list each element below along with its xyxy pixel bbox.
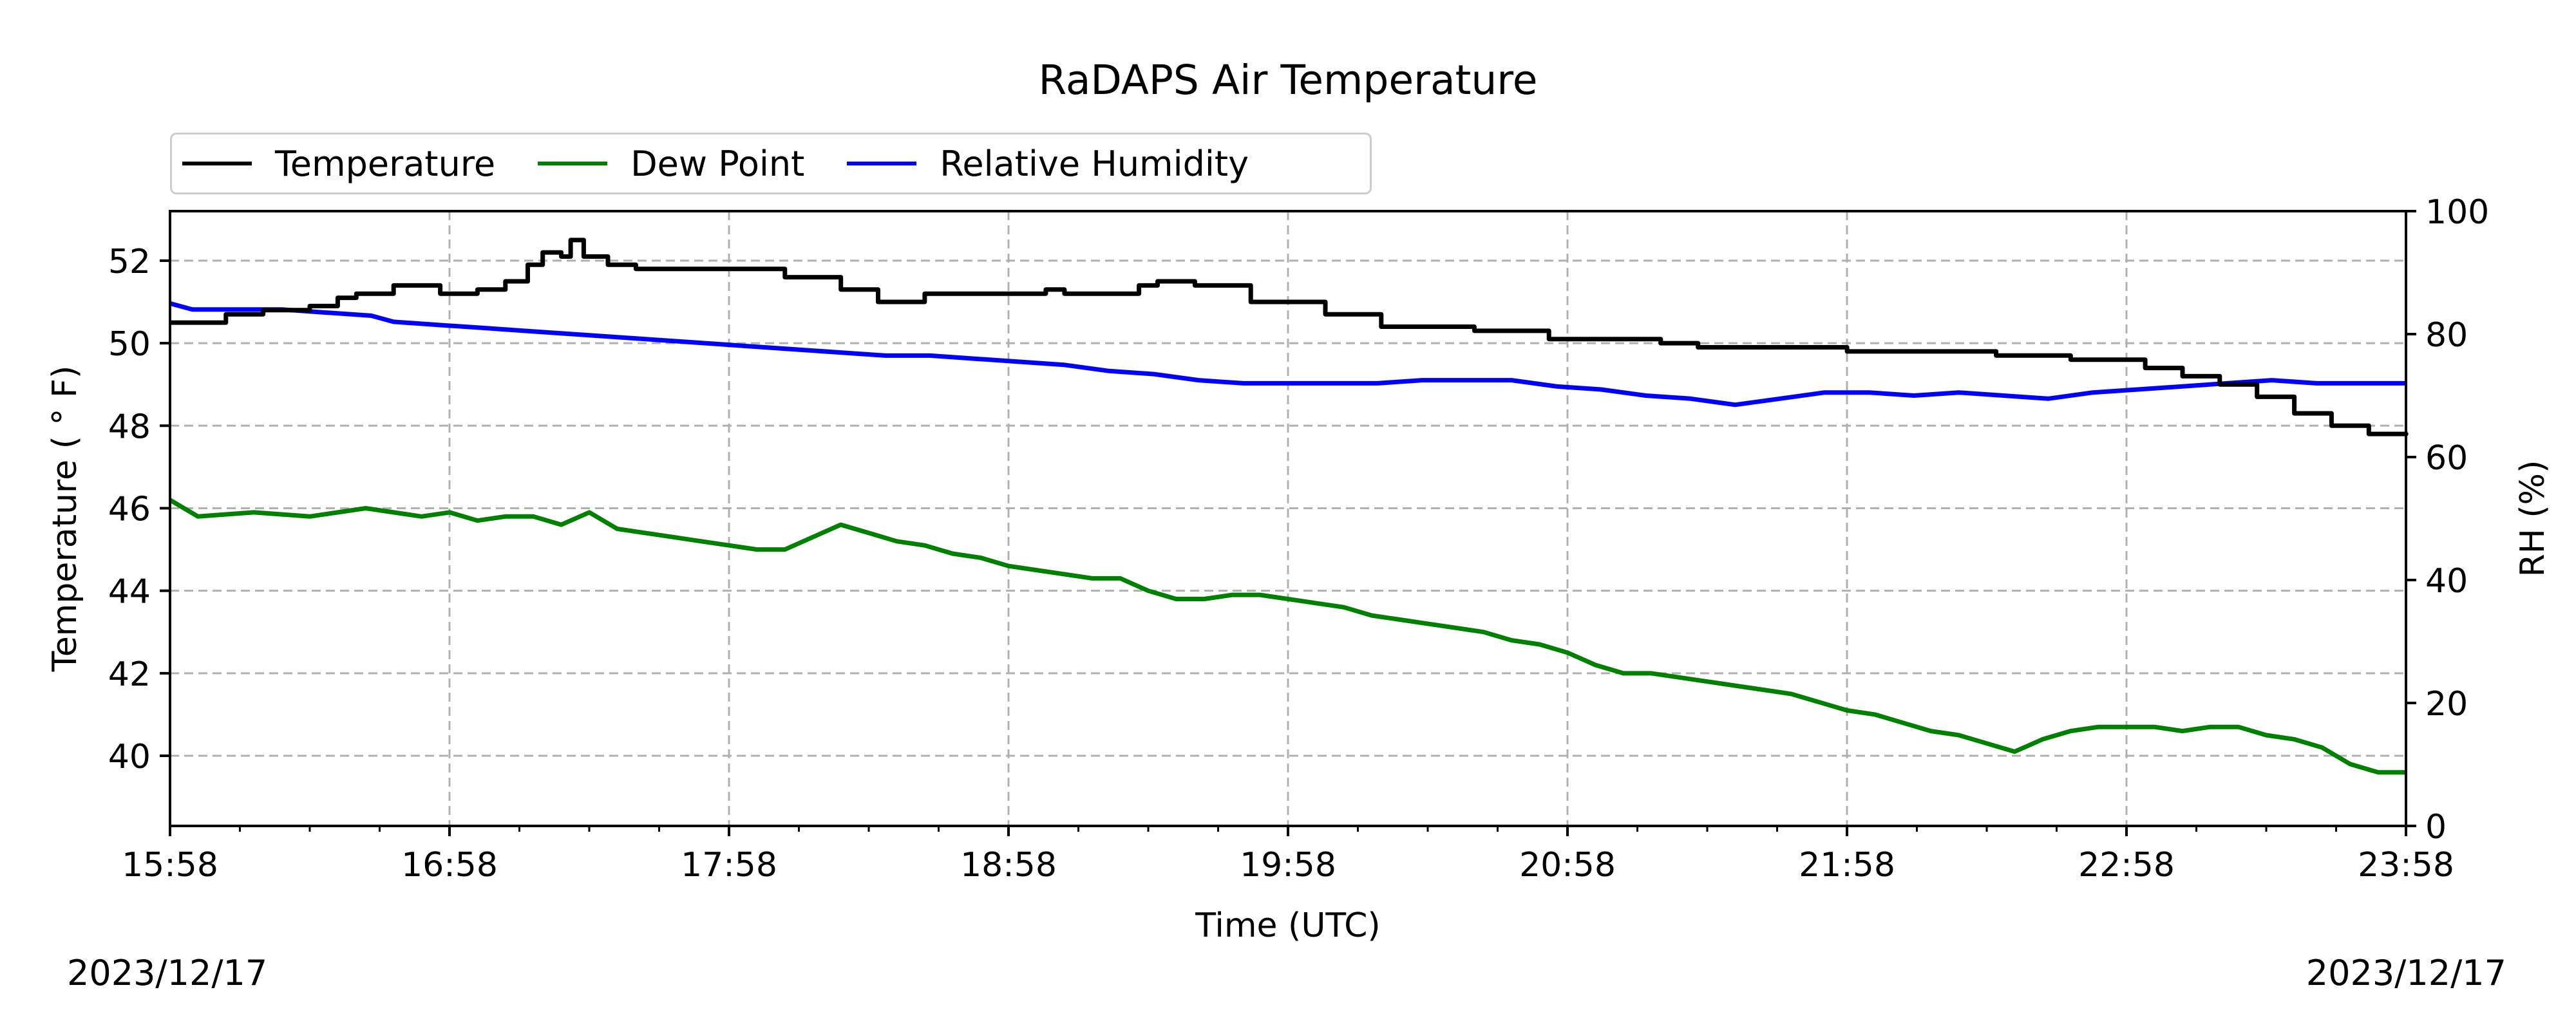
chart-title: RaDAPS Air Temperature xyxy=(1038,57,1538,104)
y-tick-label: 44 xyxy=(108,573,151,612)
legend-item-temperature: Temperature xyxy=(182,144,495,184)
legend-item-dew-point: Dew Point xyxy=(538,144,804,184)
x-tick-label: 16:58 xyxy=(401,846,498,885)
y-tick-label: 40 xyxy=(108,738,151,776)
x-tick-label: 20:58 xyxy=(1519,846,1616,885)
series-line-relative-humidity xyxy=(169,301,2406,407)
y2-tick-label: 60 xyxy=(2425,439,2468,478)
y-tick-label: 52 xyxy=(108,243,151,281)
y2-tick-label: 80 xyxy=(2425,316,2468,355)
x-tick-label: 19:58 xyxy=(1240,846,1336,885)
x-tick-label: 17:58 xyxy=(681,846,777,885)
x-axis-label: Time (UTC) xyxy=(1195,906,1380,945)
y-tick-label: 42 xyxy=(108,655,151,694)
legend-label-dew-point: Dew Point xyxy=(630,143,805,184)
y2-axis-label: RH (%) xyxy=(2514,460,2552,577)
date-label-start: 2023/12/17 xyxy=(67,953,268,993)
date-label-end: 2023/12/17 xyxy=(2306,953,2506,993)
y2-tick-label: 100 xyxy=(2425,193,2489,232)
y-tick-label: 46 xyxy=(108,490,151,529)
chart-legend: Temperature Dew Point Relative Humidity xyxy=(170,133,1372,194)
x-tick-label: 23:58 xyxy=(2358,846,2454,885)
legend-swatch-temperature xyxy=(182,162,252,165)
x-tick-label: 15:58 xyxy=(122,846,218,885)
y2-tick-label: 0 xyxy=(2425,808,2447,847)
series-line-dew-point xyxy=(169,498,2406,775)
y2-tick-label: 20 xyxy=(2425,685,2468,724)
y2-tick-label: 40 xyxy=(2425,562,2468,601)
x-tick-label: 18:58 xyxy=(960,846,1057,885)
x-tick-label: 22:58 xyxy=(2078,846,2175,885)
y-tick-label: 50 xyxy=(108,325,151,364)
legend-swatch-relative-humidity xyxy=(847,162,917,165)
legend-item-relative-humidity: Relative Humidity xyxy=(847,144,1249,184)
legend-label-relative-humidity: Relative Humidity xyxy=(940,143,1249,184)
x-tick-label: 21:58 xyxy=(1799,846,1895,885)
series-line-temperature xyxy=(170,238,2409,436)
legend-label-temperature: Temperature xyxy=(275,143,496,184)
legend-swatch-dew-point xyxy=(538,162,608,165)
y-axis-label: Temperature ( ° F) xyxy=(46,366,84,672)
y-tick-label: 48 xyxy=(108,407,151,446)
